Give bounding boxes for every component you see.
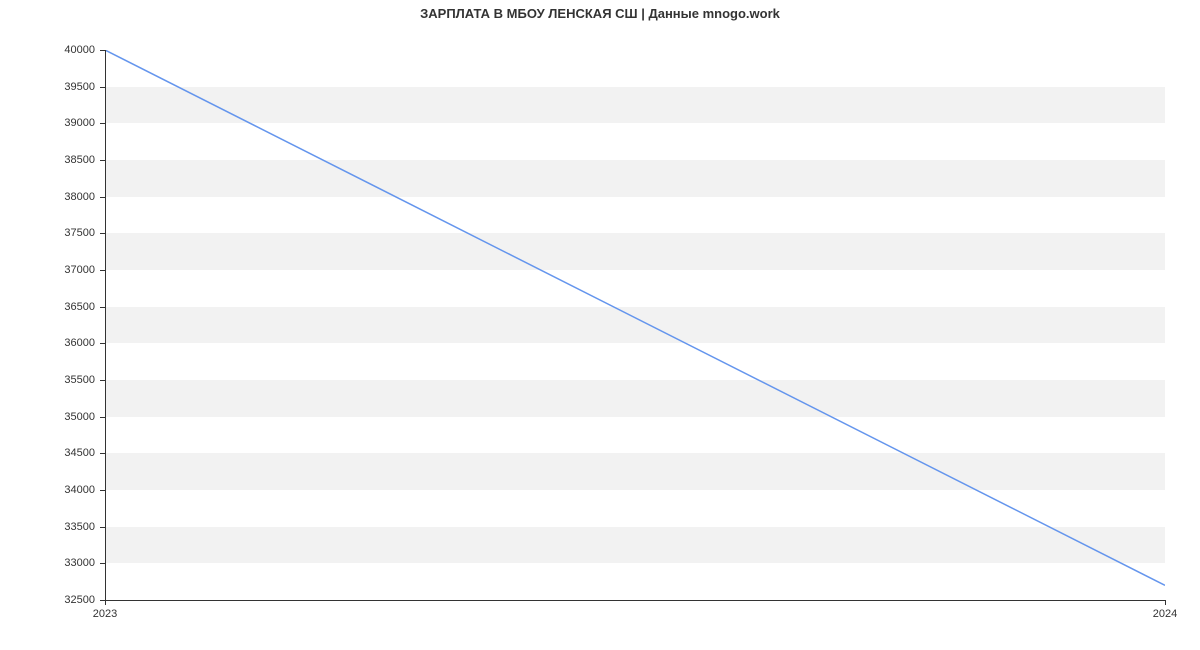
y-tick xyxy=(100,307,105,308)
y-tick xyxy=(100,233,105,234)
chart-plot-area xyxy=(105,50,1165,600)
y-tick-label: 35000 xyxy=(0,411,95,423)
y-tick-label: 40000 xyxy=(0,44,95,56)
y-tick xyxy=(100,123,105,124)
chart-title: ЗАРПЛАТА В МБОУ ЛЕНСКАЯ СШ | Данные mnog… xyxy=(0,6,1200,21)
x-tick xyxy=(105,600,106,605)
y-tick-label: 37000 xyxy=(0,264,95,276)
chart-series-line xyxy=(105,50,1165,585)
y-tick-label: 36000 xyxy=(0,337,95,349)
y-tick xyxy=(100,87,105,88)
y-tick-label: 33500 xyxy=(0,521,95,533)
y-tick xyxy=(100,563,105,564)
x-axis xyxy=(105,600,1165,601)
y-tick-label: 37500 xyxy=(0,227,95,239)
y-tick xyxy=(100,490,105,491)
x-tick-label: 2024 xyxy=(1153,608,1177,620)
y-tick xyxy=(100,453,105,454)
y-tick-label: 34500 xyxy=(0,447,95,459)
x-tick xyxy=(1165,600,1166,605)
x-tick-label: 2023 xyxy=(93,608,117,620)
y-tick-label: 39500 xyxy=(0,81,95,93)
y-tick-label: 35500 xyxy=(0,374,95,386)
y-tick-label: 38500 xyxy=(0,154,95,166)
y-tick xyxy=(100,527,105,528)
y-tick xyxy=(100,50,105,51)
y-tick-label: 39000 xyxy=(0,117,95,129)
y-axis xyxy=(105,50,106,600)
y-tick xyxy=(100,343,105,344)
y-tick xyxy=(100,380,105,381)
y-tick xyxy=(100,160,105,161)
y-tick-label: 38000 xyxy=(0,191,95,203)
salary-chart: ЗАРПЛАТА В МБОУ ЛЕНСКАЯ СШ | Данные mnog… xyxy=(0,0,1200,650)
y-tick-label: 32500 xyxy=(0,594,95,606)
y-tick xyxy=(100,417,105,418)
y-tick xyxy=(100,197,105,198)
y-tick-label: 33000 xyxy=(0,557,95,569)
y-tick-label: 34000 xyxy=(0,484,95,496)
chart-line-layer xyxy=(105,50,1165,600)
y-tick-label: 36500 xyxy=(0,301,95,313)
y-tick xyxy=(100,270,105,271)
